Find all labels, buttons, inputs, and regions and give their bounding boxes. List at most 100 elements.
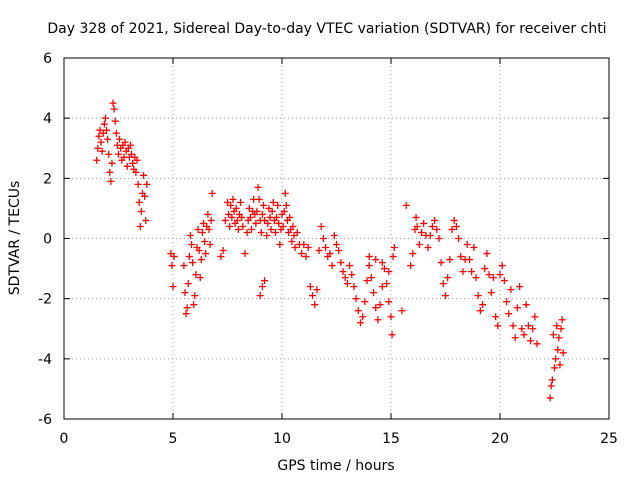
data-point [281, 189, 289, 197]
data-point [559, 349, 567, 357]
data-point [346, 262, 354, 270]
data-point [289, 222, 297, 230]
data-point [452, 222, 460, 230]
data-point [221, 216, 229, 224]
data-point [387, 313, 395, 321]
data-point [183, 304, 191, 312]
data-point [204, 210, 212, 218]
y-tick-label: -4 [38, 352, 52, 368]
data-point [385, 298, 393, 306]
data-point [143, 180, 151, 188]
data-point [259, 201, 267, 209]
data-point [335, 247, 343, 255]
data-point [319, 235, 327, 242]
data-point [476, 307, 484, 315]
data-point [390, 244, 398, 252]
data-point [468, 268, 476, 276]
data-point [418, 228, 426, 236]
data-point [280, 207, 288, 215]
y-tick-label: -6 [38, 412, 52, 428]
data-point [198, 228, 206, 236]
data-point [437, 259, 445, 267]
data-point [98, 147, 106, 155]
data-point [372, 304, 380, 312]
data-point [483, 250, 491, 258]
data-point [311, 301, 319, 309]
data-point [300, 241, 308, 249]
data-point [186, 231, 194, 239]
data-point [170, 253, 178, 261]
data-point [261, 216, 269, 224]
data-point [317, 222, 325, 230]
data-point [455, 235, 463, 242]
data-point [112, 129, 120, 137]
data-point [201, 238, 209, 246]
data-point [435, 235, 443, 242]
data-point [234, 225, 242, 233]
y-tick-label: 4 [43, 111, 52, 127]
data-point [383, 280, 391, 288]
axis-ticks [63, 57, 610, 420]
data-point [105, 150, 113, 158]
data-point [290, 231, 298, 239]
data-point [252, 219, 260, 227]
data-point [402, 201, 410, 209]
data-point [503, 298, 511, 306]
data-point [181, 289, 189, 297]
data-point [500, 277, 508, 285]
data-point [141, 192, 149, 200]
data-point [431, 216, 439, 224]
data-point [274, 201, 282, 209]
data-point [135, 198, 143, 206]
data-point [261, 277, 269, 285]
data-point [298, 250, 306, 258]
data-point [531, 313, 539, 321]
x-tick-label: 0 [60, 431, 69, 447]
data-point [286, 213, 294, 221]
data-point [256, 292, 264, 300]
data-point [276, 241, 284, 249]
data-point [420, 219, 428, 227]
data-point [496, 271, 504, 279]
data-point [409, 250, 417, 258]
data-point [137, 207, 145, 215]
data-point [271, 228, 279, 236]
data-point [97, 138, 105, 146]
data-point [302, 253, 310, 261]
data-point [341, 274, 349, 282]
data-point [361, 298, 369, 306]
data-point [258, 210, 266, 218]
data-point [465, 256, 473, 264]
data-point [557, 325, 565, 333]
data-point [304, 244, 312, 252]
data-point [367, 274, 375, 282]
data-point [322, 244, 330, 252]
data-point [206, 241, 214, 249]
data-point [241, 250, 249, 258]
y-tick-label: -2 [38, 292, 52, 308]
data-point [106, 168, 114, 176]
data-point [267, 225, 275, 233]
data-point [330, 231, 338, 239]
y-tick-label: 0 [43, 232, 52, 248]
data-point [337, 259, 345, 267]
data-point [374, 316, 382, 324]
data-point [527, 337, 535, 345]
data-point [207, 216, 215, 224]
data-point [520, 331, 528, 339]
data-point [115, 150, 122, 158]
data-point [380, 265, 388, 273]
data-point [472, 274, 480, 282]
data-point [439, 280, 447, 288]
data-point [363, 277, 371, 285]
data-point [554, 346, 562, 354]
y-axis-label: SDTVAR / TECUs [7, 181, 23, 296]
data-point [110, 105, 118, 113]
data-point [558, 316, 566, 324]
data-point [343, 280, 351, 288]
data-point [246, 213, 254, 221]
data-point [254, 183, 262, 191]
data-point [103, 126, 111, 134]
data-point [448, 225, 456, 233]
